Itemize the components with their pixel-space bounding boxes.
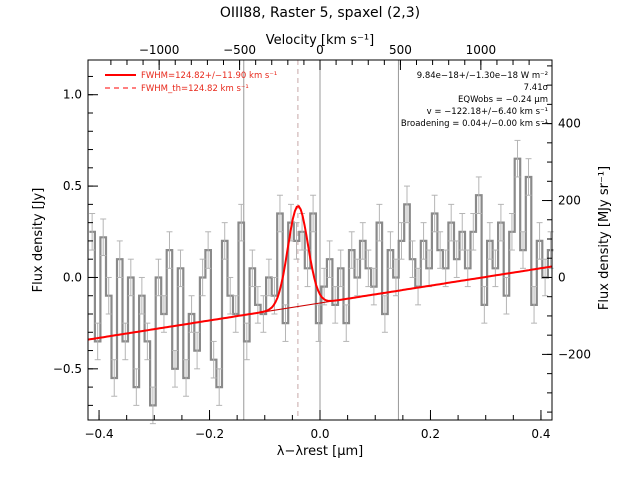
legend-entry-fwhm: FWHM=124.82+/−11.90 km s⁻¹ (141, 71, 277, 81)
x-tick-label: −0.4 (84, 427, 113, 441)
spectrum-histogram (89, 157, 554, 407)
gaussian-fit-theoretical-line (87, 205, 553, 341)
top-tick-label: 500 (389, 43, 412, 57)
annotation-broadening: Broadening = 0.04+/−0.00 km s⁻¹ (401, 119, 548, 129)
x-tick-label: 0.2 (421, 427, 440, 441)
right-tick-label: 400 (558, 117, 581, 131)
top-tick-label: 0 (316, 43, 324, 57)
x-tick-label: 0.0 (310, 427, 329, 441)
chart-title: OIII88, Raster 5, spaxel (2,3) (220, 5, 420, 21)
x-axis-title: λ−λrest [μm] (277, 444, 363, 459)
right-tick-label: −200 (558, 347, 591, 361)
y-tick-label: 0.0 (63, 270, 82, 284)
legend-entry-fwhm-th: FWHM_th=124.82 km s⁻¹ (141, 84, 249, 94)
right-tick-label: 0 (558, 270, 566, 284)
top-tick-label: −1000 (139, 43, 180, 57)
annotation-velocity: v = −122.18+/−6.40 km s⁻¹ (427, 107, 548, 117)
right-tick-label: 200 (558, 194, 581, 208)
annotation-eqw: EQWobs = −0.24 μm (458, 95, 548, 105)
x-tick-label: −0.2 (195, 427, 224, 441)
y-tick-label: 0.5 (63, 179, 82, 193)
y-axis-title: Flux density [Jy] (31, 188, 46, 293)
x-tick-label: 0.4 (531, 427, 550, 441)
y-tick-label: −0.5 (53, 362, 82, 376)
top-tick-label: −500 (223, 43, 256, 57)
y-tick-label: 1.0 (63, 88, 82, 102)
annotation-flux: 9.84e−18+/−1.30e−18 W m⁻² (417, 71, 548, 81)
top-tick-label: 1000 (466, 43, 497, 57)
right-axis-title: Flux density [MJy sr⁻¹] (597, 166, 612, 310)
top-axis-title: Velocity [km s⁻¹] (266, 33, 374, 48)
annotation-sigma: 7.41σ (524, 83, 549, 93)
